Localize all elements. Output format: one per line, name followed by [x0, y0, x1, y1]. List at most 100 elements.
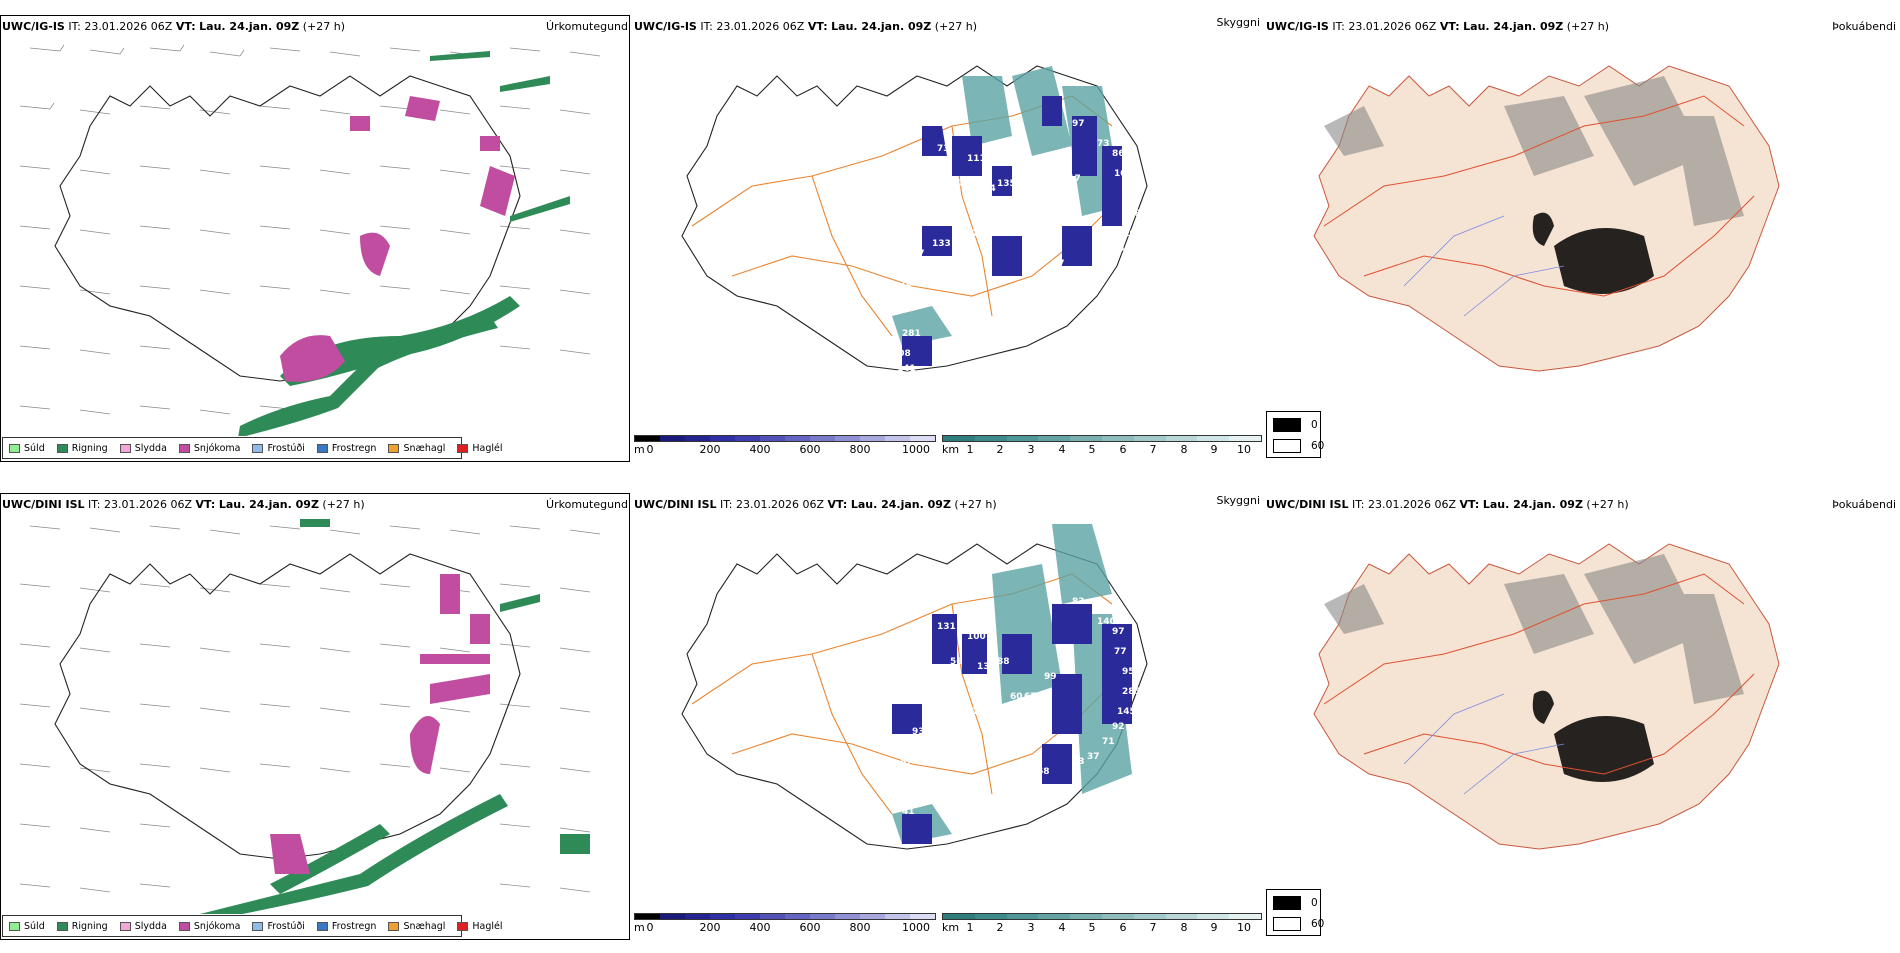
cloud-base-label: 140	[1097, 617, 1116, 627]
legend-swatch-snow	[178, 921, 190, 931]
cloud-base-label: 87	[912, 249, 925, 259]
cloud-base-label: 88	[997, 657, 1010, 667]
cloud-base-label: 145	[1117, 707, 1136, 717]
init-time: IT: 23.01.2026 06Z	[720, 498, 825, 511]
precip-map	[19, 44, 601, 436]
scale-tick: 200	[699, 921, 721, 934]
cloud-base-label: 77	[1114, 647, 1127, 657]
cloud-base-label: 108	[1087, 274, 1106, 284]
valid-time-label: VT:	[195, 498, 216, 511]
scale-tick: 1000	[902, 921, 930, 934]
fog-legend-row: 60	[1273, 917, 1324, 931]
scale-tick: 800	[849, 921, 871, 934]
scale-tick: 3	[1027, 443, 1035, 456]
cloud-base-label: 83	[1072, 597, 1085, 607]
lead-time: (+27 h)	[934, 20, 977, 33]
scale-tick: 2	[996, 921, 1004, 934]
legend-item: Slydda	[119, 443, 167, 454]
legend-swatch-hail	[457, 443, 469, 453]
rain-areas	[200, 519, 590, 914]
model-name: UWC/DINI ISL	[2, 498, 85, 511]
cloud-base-label: 108	[892, 349, 911, 359]
scale-tick: 10	[1237, 921, 1251, 934]
scale-tick: 5	[1088, 921, 1096, 934]
fog-legend-label: 60	[1311, 918, 1325, 930]
cloud-base-label: 323	[1032, 319, 1051, 329]
fog-legend-row: 0	[1273, 896, 1318, 910]
cloud-base-label: 124	[977, 184, 996, 194]
legend-swatch-freezing-drizzle	[252, 443, 264, 453]
cloud-base-label: 104	[1114, 169, 1133, 179]
valid-time: Lau. 24.jan. 09Z	[850, 498, 951, 511]
legend-item: Snjókoma	[178, 921, 240, 932]
scale-tick: 9	[1210, 443, 1218, 456]
legend-item: Súld	[9, 443, 45, 454]
iceland-coastline	[54, 553, 521, 860]
scale-tick: 8	[1180, 443, 1188, 456]
valid-time: Lau. 24.jan. 09Z	[199, 20, 300, 33]
valid-time-label: VT:	[807, 20, 828, 33]
cloud-depth-scale: km 1 2 3 4 5 6 7 8 9 10	[942, 913, 1262, 935]
cloud-base-label: 289	[972, 229, 991, 239]
cloud-depth-bar	[942, 913, 1262, 920]
legend-item: Snjókoma	[178, 442, 241, 454]
panel-title: Úrkomutegund	[546, 498, 628, 511]
legend-swatch-rain	[56, 443, 68, 453]
cloud-depth-scale: km 1 2 3 4 5 6 7 8 9 10	[942, 435, 1262, 457]
scale-tick: 6	[1119, 921, 1127, 934]
cloud-base-blue	[902, 96, 1122, 366]
cloud-base-ticks: m 0 200 400 600 800 1000	[634, 920, 936, 934]
cloud-base-label: 152	[1072, 279, 1091, 289]
scale-tick: 2	[996, 443, 1004, 456]
legend-swatch-sleet	[119, 921, 131, 931]
cloud-base-label: 92	[1112, 722, 1125, 732]
scale-unit: km	[942, 443, 960, 456]
precip-type-panel: UWC/DINI ISL IT: 23.01.2026 06Z VT: Lau.…	[0, 478, 632, 953]
fog-legend: 0 60	[1266, 889, 1324, 936]
legend-swatch-rain	[56, 921, 68, 931]
legend-item: Haglél	[457, 921, 503, 932]
cloud-base-label: 68	[1037, 767, 1050, 777]
cloud-base-label: 56	[950, 657, 963, 667]
cloud-base-label: 97	[1072, 119, 1085, 129]
legend-swatch-freezing-rain	[316, 921, 328, 931]
fog-map	[1313, 65, 1780, 372]
legend-swatch-freezing-rain	[316, 443, 328, 453]
valid-time-label: VT:	[827, 498, 848, 511]
legend-label: Rigning	[71, 920, 108, 932]
cloud-base-label: 95	[1122, 667, 1135, 677]
panel-header: UWC/IG-IS IT: 23.01.2026 06Z VT: Lau. 24…	[2, 20, 628, 34]
fog-swatch-dark	[1273, 418, 1301, 432]
legend-item: Haglél	[457, 443, 503, 454]
cloud-base-label: 117	[1062, 174, 1081, 184]
cloud-base-label: 87	[900, 757, 913, 767]
legend-item: Slydda	[119, 921, 167, 932]
legend-label: Snjókoma	[193, 442, 241, 454]
rivers	[1403, 215, 1565, 317]
legend-swatch-drizzle	[9, 443, 20, 453]
cloud-base-label: 135	[997, 179, 1016, 189]
fog-indicator-panel: UWC/IG-IS IT: 23.01.2026 06Z VT: Lau. 24…	[1264, 0, 1900, 475]
legend-item: Frostúði	[252, 443, 305, 454]
cloud-base-label: 100	[967, 632, 986, 642]
cloud-base-label: 148	[1010, 214, 1029, 224]
cloud-base-label: 90	[950, 179, 963, 189]
legend-swatch-sleet	[119, 443, 131, 453]
precip-frame	[0, 493, 630, 940]
panel-header: UWC/DINI ISL IT: 23.01.2026 06Z VT: Lau.…	[1266, 498, 1896, 512]
cloud-base-scale: m 0 200 400 600 800 1000	[634, 435, 936, 457]
fog-map	[1313, 543, 1780, 850]
scale-unit: m	[634, 443, 645, 456]
cloud-base-label: 37	[1087, 752, 1100, 762]
cloud-base-label: 90	[907, 737, 920, 747]
legend-swatch-drizzle	[9, 921, 20, 931]
cloud-base-label: 92	[1044, 194, 1057, 204]
cloud-base-label: 128	[1122, 209, 1141, 219]
model-name: UWC/IG-IS	[634, 20, 697, 33]
scale-unit: km	[942, 921, 960, 934]
legend-swatch-hail	[457, 921, 469, 931]
scale-tick: 200	[699, 443, 721, 456]
